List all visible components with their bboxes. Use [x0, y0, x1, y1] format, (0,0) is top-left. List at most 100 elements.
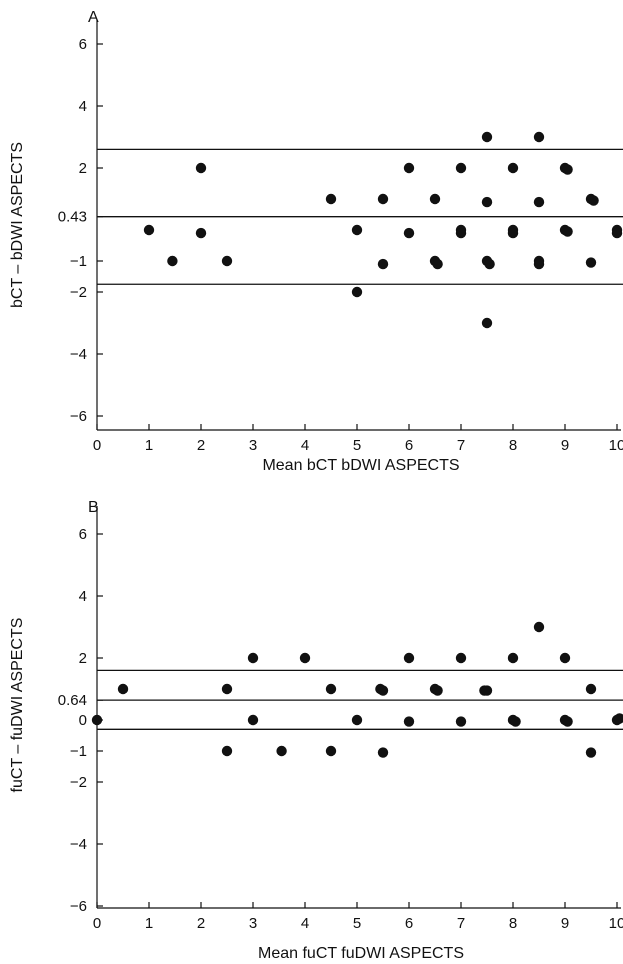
panel-a-x-tick-label: 3	[249, 437, 257, 454]
panel-a-data-point	[481, 317, 493, 329]
panel-a-data-point	[377, 193, 389, 205]
panel-a-data-point	[455, 162, 467, 174]
panel-b-x-tick-label: 8	[509, 915, 517, 932]
panel-a-data-point	[533, 131, 545, 143]
panel-b-data-point	[276, 745, 287, 757]
panel-b-y-axis-label: fuCT – fuDWI ASPECTS	[9, 618, 26, 793]
panel-b-data-point	[481, 685, 493, 696]
panel-a-data-point	[403, 162, 415, 174]
panel-b-data-point	[247, 714, 259, 726]
panel-b-data-point	[91, 714, 103, 726]
panel-b-data-point	[585, 683, 597, 695]
panel-b-data-point	[510, 716, 521, 727]
panel-a-data-point	[377, 258, 389, 270]
panel-a-x-tick-label: 9	[561, 437, 569, 454]
panel-b-data-point	[533, 621, 545, 633]
panel-a-y-tick-label: 4	[79, 98, 87, 115]
panel-b-data-point	[559, 652, 571, 664]
panel-a-y-tick-label: −6	[70, 408, 87, 425]
panel-a-data-point	[167, 255, 178, 267]
panel-a-data-point	[143, 224, 155, 236]
panel-a-y-tick-label: 2	[79, 160, 87, 177]
panel-a-y-tick-label: −1	[70, 253, 87, 270]
panel-a-x-tick-label: 2	[197, 437, 205, 454]
panel-b-data-point	[403, 652, 415, 664]
panel-a-data-point	[429, 193, 441, 205]
panel-b: B 0 1 2 3 4 5 6 7 8 9 10 6 4 2 0 −1 −2 −4 −6 0.64 Mean fuCT f…	[9, 499, 623, 962]
panel-a-x-tick-label: 0	[93, 437, 101, 454]
panel-b-label: B	[88, 499, 99, 516]
panel-a-y-tick-label: −2	[70, 284, 87, 301]
panel-b-data-point	[403, 716, 415, 727]
panel-b-data-point	[455, 652, 467, 664]
panel-a-data-point	[403, 227, 415, 239]
panel-a-data-point	[481, 131, 493, 143]
panel-b-y-tick-label: −6	[70, 898, 87, 915]
panel-b-data-point	[117, 683, 129, 695]
panel-b-x-tick-label: 3	[249, 915, 257, 932]
panel-a-x-tick-label: 10	[609, 437, 623, 454]
panel-b-data-point	[562, 716, 573, 727]
panel-a-data-point	[195, 227, 207, 239]
panel-b-y-tick-label: 0	[79, 712, 87, 729]
panel-b-x-tick-label: 10	[609, 915, 623, 932]
panel-a-data-point	[533, 258, 545, 270]
panel-a-data-point	[533, 196, 545, 208]
panel-a-data-point	[481, 196, 493, 208]
panel-a-data-point	[351, 286, 363, 298]
panel-a-y-axis-label: bCT – bDWI ASPECTS	[9, 142, 26, 308]
panel-a-x-axis-label: Mean bCT bDWI ASPECTS	[262, 457, 459, 474]
panel-a-x-tick-label: 4	[301, 437, 309, 454]
panel-b-y-tick-label: 4	[79, 588, 87, 605]
panel-a-mean-label: 0.43	[58, 209, 87, 226]
panel-a: A 0 1 2 3 4 5 6 7 8 9 10 6 4 2 −1 −2 −4 −6 0.43 Mean bCT bDW…	[9, 9, 623, 474]
panel-b-data-point	[299, 652, 311, 664]
panel-b-y-tick-label: −4	[70, 836, 87, 853]
panel-a-data-point	[562, 226, 573, 237]
panel-a-data-point	[455, 227, 467, 239]
panel-a-x-tick-label: 6	[405, 437, 413, 454]
panel-a-data-point	[611, 227, 623, 239]
panel-a-y-tick-label: 6	[79, 36, 87, 53]
panel-b-data-point	[351, 714, 363, 726]
panel-a-data-point	[585, 257, 597, 268]
panel-b-data-point	[455, 716, 467, 727]
panel-b-data-point	[221, 683, 233, 695]
panel-a-data-point	[507, 162, 519, 174]
panel-b-data-point	[614, 713, 623, 724]
panel-a-y-tick-label: −4	[70, 346, 87, 363]
panel-a-data-point	[325, 193, 337, 205]
panel-a-x-tick-label: 7	[457, 437, 465, 454]
panel-a-data-point	[351, 224, 363, 236]
panel-a-label: A	[88, 9, 99, 26]
panel-a-data-point	[588, 195, 599, 206]
panel-b-y-tick-label: −2	[70, 774, 87, 791]
panel-a-data-point	[195, 162, 207, 174]
panel-b-y-tick-label: −1	[70, 743, 87, 760]
panel-b-data-point	[585, 747, 597, 758]
panel-b-data-point	[325, 745, 337, 757]
panel-b-data-point	[507, 652, 519, 664]
panel-b-data-point	[221, 745, 233, 757]
panel-b-data-point	[432, 685, 443, 696]
panel-b-x-tick-label: 5	[353, 915, 361, 932]
panel-b-x-tick-label: 4	[301, 915, 309, 932]
panel-a-x-tick-label: 5	[353, 437, 361, 454]
panel-b-x-axis-label: Mean fuCT fuDWI ASPECTS	[258, 945, 464, 962]
panel-a-data-point	[507, 227, 519, 239]
panel-a-data-point	[484, 258, 495, 270]
panel-b-x-tick-label: 6	[405, 915, 413, 932]
panel-b-x-tick-label: 1	[145, 915, 153, 932]
panel-a-x-tick-label: 1	[145, 437, 153, 454]
panel-b-mean-label: 0.64	[58, 692, 87, 709]
panel-b-x-tick-label: 7	[457, 915, 465, 932]
panel-b-data-point	[247, 652, 259, 664]
panel-b-data-point	[377, 747, 389, 758]
panel-b-x-tick-label: 9	[561, 915, 569, 932]
panel-a-data-point	[221, 255, 233, 267]
panel-a-data-point	[562, 164, 573, 175]
panel-b-y-tick-label: 2	[79, 650, 87, 667]
panel-b-data-point	[325, 683, 337, 695]
panel-b-x-tick-label: 0	[93, 915, 101, 932]
